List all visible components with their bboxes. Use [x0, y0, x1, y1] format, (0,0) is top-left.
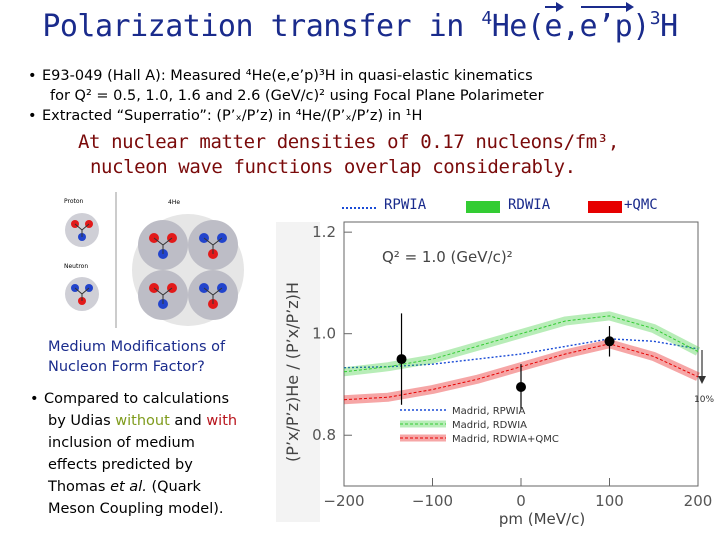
- superratio-chart: (P’x/P’z)He / (P’x/P’z)H −200 −100 0 100 200…: [276, 221, 714, 528]
- legend-qmc-label: +QMC: [624, 197, 658, 213]
- x-tick-label: 100: [595, 492, 624, 510]
- slide-title: Polarization transfer in 4He(e,e’p)3H: [42, 2, 678, 44]
- nucleon-overlap-inset: Proton Neutron 4He: [58, 190, 258, 330]
- x-tick-label: −100: [412, 492, 453, 510]
- q2-annotation: Q² = 1.0 (GeV/c)²: [382, 248, 513, 266]
- bullet-superratio: • Extracted “Superratio”: (P’ₓ/P’z) in ⁴H…: [28, 108, 423, 124]
- data-point: [604, 336, 615, 347]
- legend-rpwia-label: RPWIA: [384, 197, 427, 213]
- series-legend-label: Madrid, RDWIA: [452, 420, 527, 431]
- x-tick-label: −200: [323, 492, 364, 510]
- series-legend-label: Madrid, RPWIA: [452, 406, 526, 417]
- inset-proton-label: Proton: [64, 198, 84, 205]
- y-tick-label: 0.8: [312, 426, 336, 444]
- legend-rdwia-label: RDWIA: [508, 197, 551, 213]
- x-tick-label: 0: [516, 492, 526, 510]
- x-axis-label: pm (MeV/c): [499, 510, 585, 528]
- legend-rpwia-swatch: [342, 207, 378, 209]
- series-line-1: [343, 315, 699, 373]
- inset-he-label: 4He: [168, 199, 180, 206]
- y-tick-label: 1.2: [312, 223, 336, 241]
- bullet-experiment: • E93-049 (Hall A): Measured ⁴He(e,e’p)³H…: [28, 68, 544, 104]
- data-point: [516, 382, 526, 392]
- legend-rdwia-swatch: [466, 201, 500, 213]
- proton-diagram: [65, 213, 99, 247]
- helium-diagram: [132, 214, 244, 326]
- density-statement: At nuclear matter densities of 0.17 nucl…: [78, 131, 619, 178]
- data-point: [396, 354, 407, 365]
- side-percent-label: 10%: [694, 395, 714, 405]
- series-line-0: [343, 338, 699, 369]
- neutron-diagram: [65, 277, 99, 311]
- series-legend-label: Madrid, RDWIA+QMC: [452, 434, 559, 445]
- comparison-bullet: • Compared to calculations by Udias witho…: [30, 391, 238, 517]
- legend-qmc-swatch: [588, 201, 622, 213]
- y-axis-label: (P’x/P’z)He / (P’x/P’z)H: [283, 282, 302, 462]
- medium-modifications-question: Medium Modifications of Nucleon Form Fac…: [48, 339, 226, 375]
- y-tick-label: 1.0: [312, 325, 336, 343]
- inset-neutron-label: Neutron: [64, 263, 88, 270]
- x-tick-label: 200: [684, 492, 713, 510]
